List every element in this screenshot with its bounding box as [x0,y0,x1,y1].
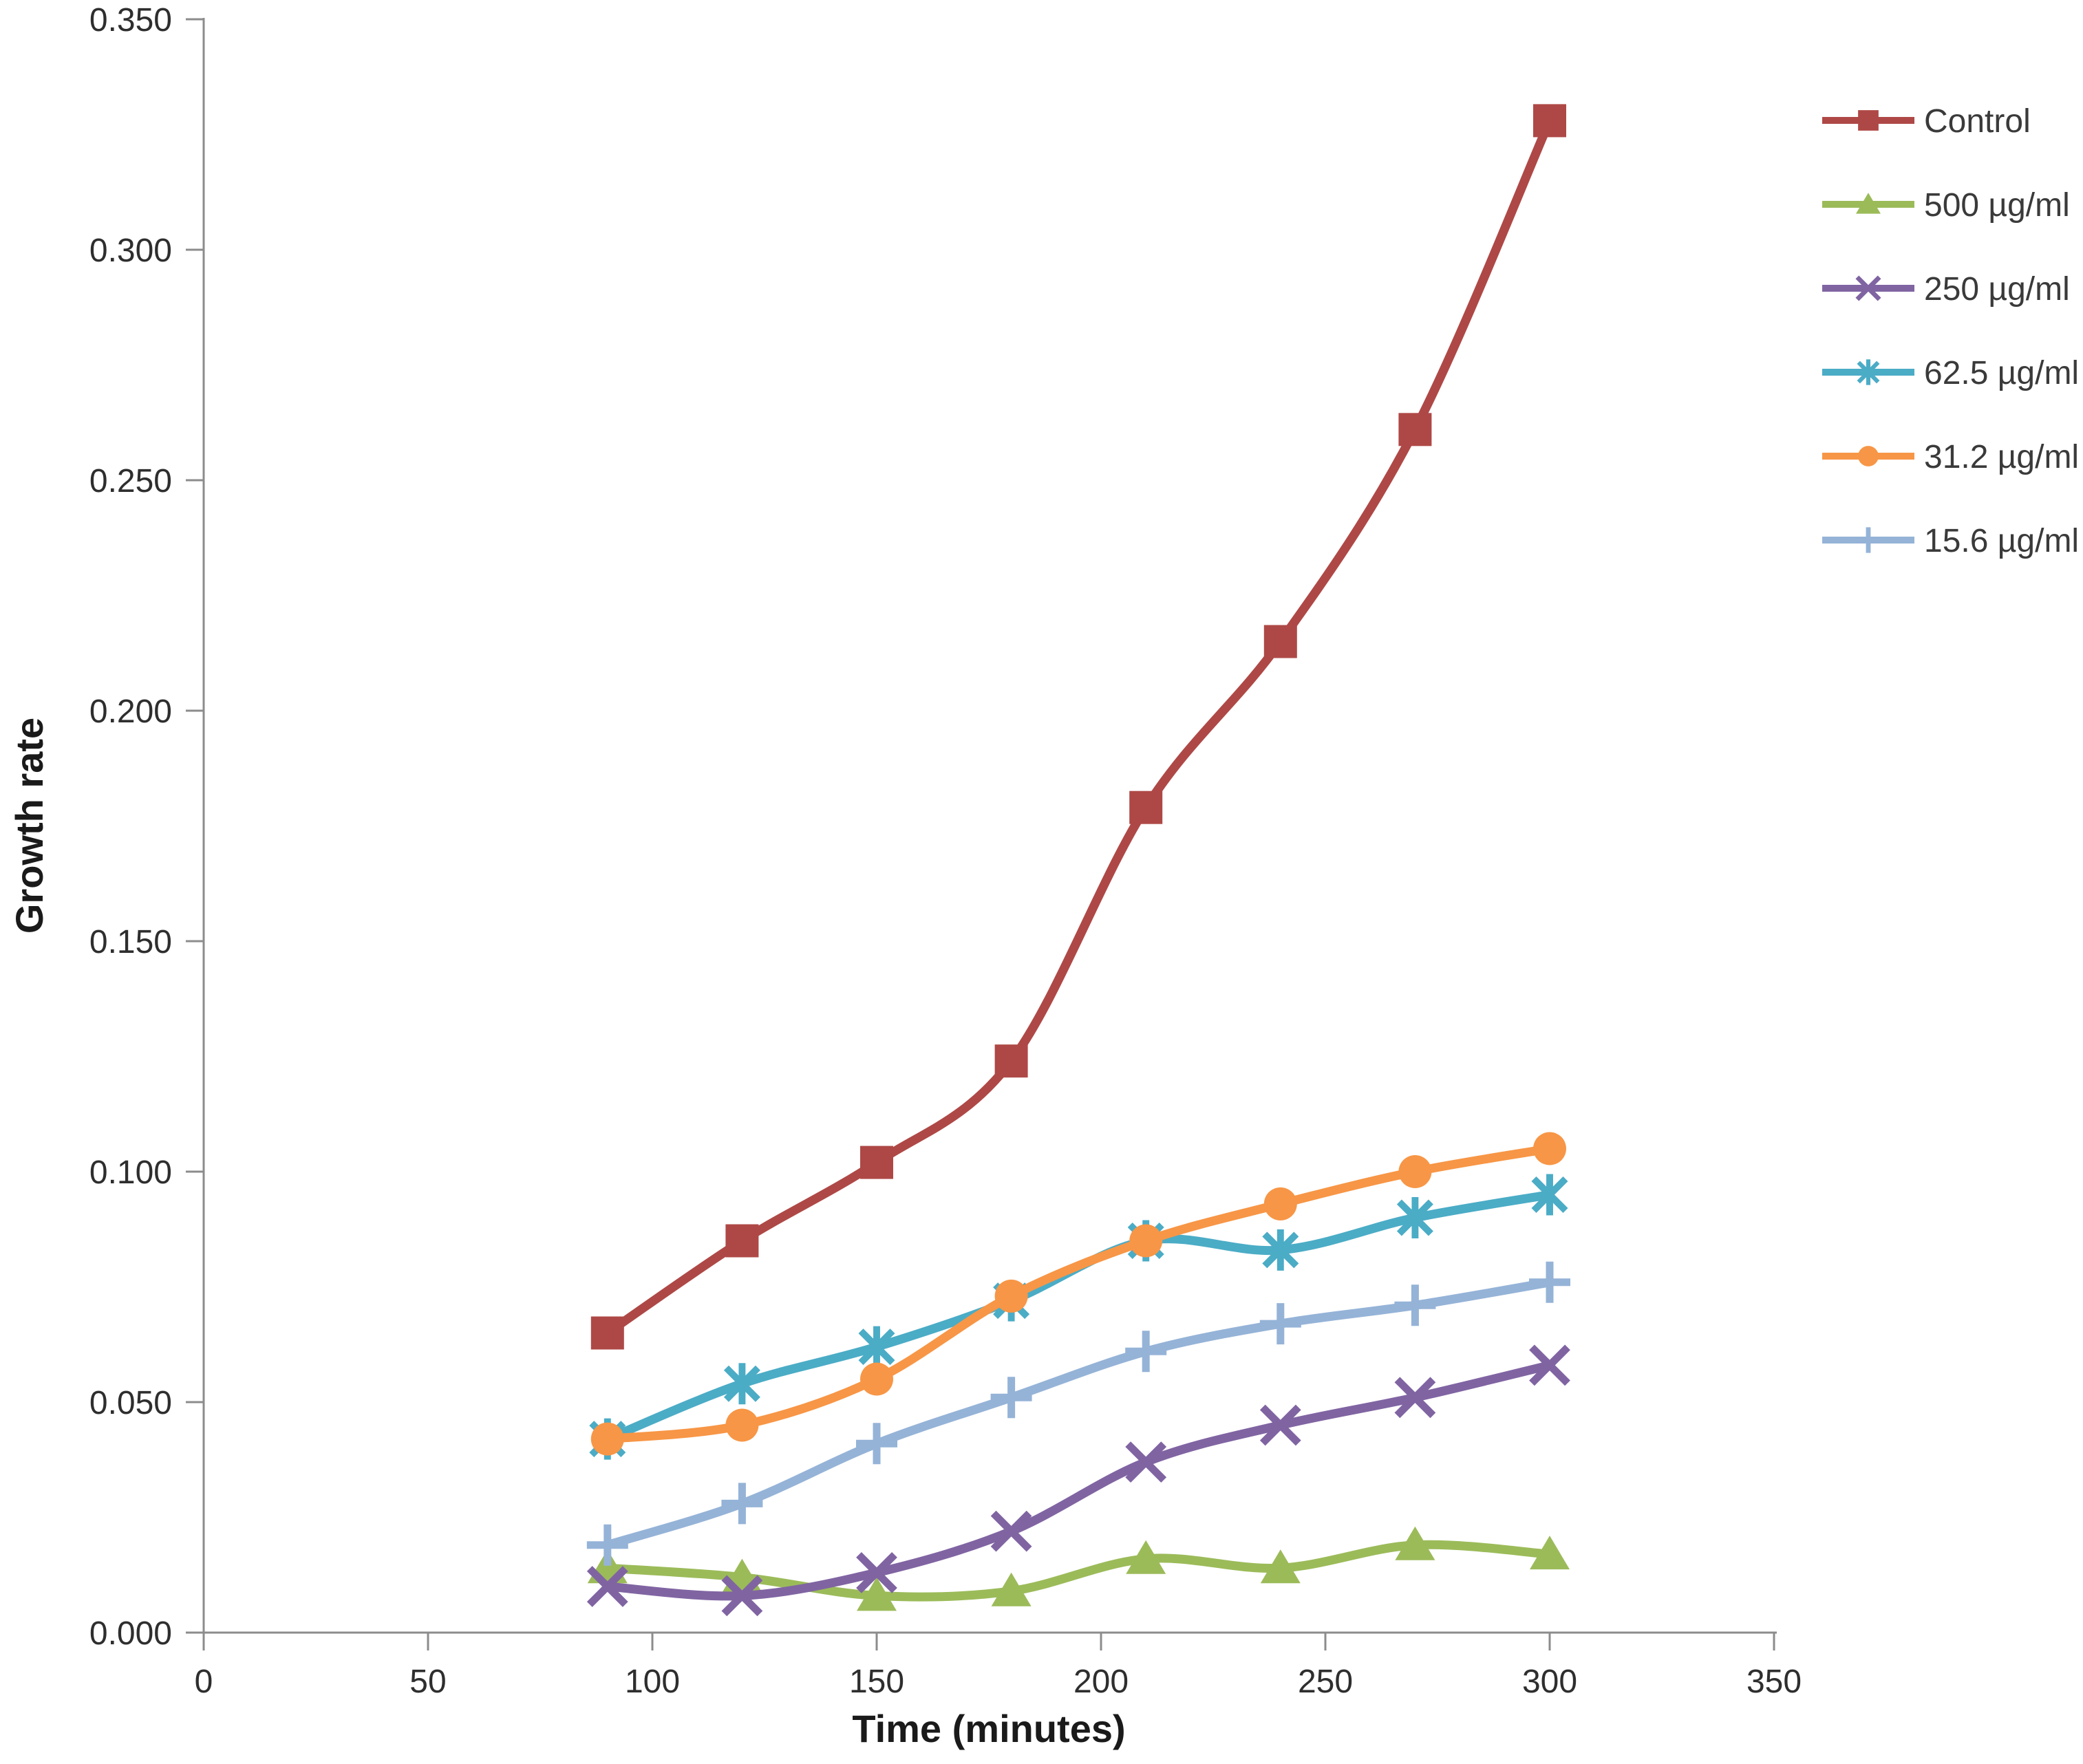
x-tick-label: 350 [1746,1664,1802,1700]
marker-square [725,1224,759,1258]
series-line [603,1360,1555,1601]
x-tick-label: 150 [849,1664,904,1700]
marker-x [990,1510,1032,1552]
marker-x [856,1552,897,1593]
marker-star [1262,1229,1299,1271]
marker-x [1125,1441,1167,1483]
y-tick-label: 0.200 [89,693,172,730]
marker-triangle [857,1577,897,1611]
marker-circle [1398,1155,1432,1188]
series-31.2-g-ml [590,1132,1566,1456]
marker-plus [1529,1261,1570,1303]
marker-plus [721,1483,763,1525]
marker-circle [1263,1187,1297,1220]
marker-star [858,1326,895,1368]
marker-x [1855,275,1881,301]
legend-label: 15.6 µg/ml [1924,523,2079,559]
x-tick-label: 50 [409,1664,446,1700]
marker-triangle [1126,1540,1166,1574]
legend-item-62.5-g-ml: 62.5 µg/ml [1822,355,2079,391]
marker-star [1857,359,1880,385]
y-tick-label: 0.250 [89,463,172,499]
marker-x [1394,1377,1436,1419]
marker-plus [990,1377,1032,1419]
marker-triangle [991,1572,1032,1606]
marker-square [1858,110,1879,131]
legend-label: 62.5 µg/ml [1924,355,2079,391]
marker-triangle [1530,1536,1570,1570]
marker-circle [725,1408,759,1442]
marker-square [1533,104,1566,138]
legend-label: 31.2 µg/ml [1924,439,2079,475]
marker-triangle [1856,193,1881,214]
marker-plus [586,1524,628,1566]
marker-star [1396,1197,1433,1238]
series-250-g-ml [586,1344,1570,1617]
marker-circle [860,1362,893,1396]
marker-plus [1259,1303,1301,1345]
marker-star [1531,1174,1568,1216]
marker-x [1259,1404,1301,1446]
legend-label: Control [1924,103,2031,140]
legend-label: 500 µg/ml [1924,187,2070,224]
legend-item-500-g-ml: 500 µg/ml [1822,187,2070,224]
marker-circle [994,1279,1028,1313]
marker-plus [1125,1331,1167,1373]
marker-square [1129,790,1163,824]
y-tick-label: 0.350 [89,2,172,39]
marker-circle [1858,446,1879,466]
y-axis-ticks: 0.000 0.050 0.100 0.150 0.200 0.250 0.300 0.350 [89,2,204,1652]
marker-x [1529,1344,1570,1386]
marker-plus [1855,527,1881,553]
x-tick-label: 250 [1298,1664,1353,1700]
legend-item-250-g-ml: 250 µg/ml [1822,271,2070,308]
x-axis-ticks: 0 50 100 150 200 250 300 350 [195,1633,1802,1700]
marker-square [590,1316,624,1350]
marker-circle [1129,1224,1163,1258]
series-15.6-g-ml [586,1261,1570,1566]
series-control [590,104,1566,1350]
x-axis-title: Time (minutes) [852,1707,1125,1750]
legend: Control 500 µg/ml 250 µg/ml 62.5 µg/ml 31.2 … [1822,103,2079,559]
legend-item-15.6-g-ml: 15.6 µg/ml [1822,523,2079,559]
marker-triangle [1260,1549,1301,1584]
marker-star [723,1363,760,1405]
marker-square [1263,625,1297,658]
x-tick-label: 200 [1073,1664,1129,1700]
marker-square [860,1145,893,1179]
legend-label: 250 µg/ml [1924,271,2070,308]
x-tick-label: 300 [1522,1664,1577,1700]
marker-x [721,1575,763,1617]
y-tick-label: 0.000 [89,1615,172,1652]
x-tick-label: 0 [195,1664,213,1700]
legend-item-control: Control [1822,103,2031,140]
marker-square [994,1044,1028,1078]
marker-plus [1394,1284,1436,1326]
marker-x [586,1566,628,1607]
x-tick-label: 100 [625,1664,680,1700]
y-tick-label: 0.050 [89,1385,172,1421]
marker-plus [856,1423,897,1465]
y-axis-title: Growth rate [8,718,51,934]
marker-square [1398,413,1432,447]
y-tick-label: 0.100 [89,1154,172,1191]
marker-triangle [1395,1526,1435,1560]
axes [202,18,1777,1634]
marker-circle [1533,1132,1566,1165]
legend-item-31.2-g-ml: 31.2 µg/ml [1822,439,2079,475]
series-line [603,1144,1555,1444]
y-tick-label: 0.150 [89,924,172,960]
y-tick-label: 0.300 [89,233,172,269]
marker-circle [590,1422,624,1456]
